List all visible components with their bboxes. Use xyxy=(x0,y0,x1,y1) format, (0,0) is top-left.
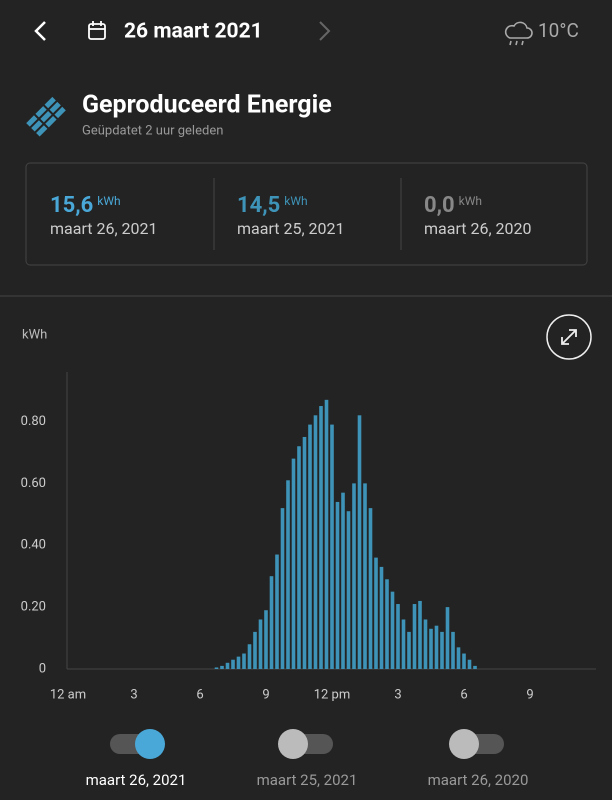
unit: kWh xyxy=(97,194,120,208)
bar xyxy=(473,665,477,669)
bar xyxy=(308,424,312,669)
bar xyxy=(324,399,329,669)
value: 15,6 xyxy=(50,193,93,218)
bar xyxy=(456,647,461,669)
bar xyxy=(363,483,367,669)
bar xyxy=(231,659,235,669)
x-tick-label: 12 pm xyxy=(314,687,351,702)
bar xyxy=(418,600,422,669)
y-tick-label: 0.60 xyxy=(21,476,46,491)
bar xyxy=(280,508,285,669)
y-tick-label: 0.40 xyxy=(21,538,46,553)
calendar-icon xyxy=(88,21,106,40)
summary-value: 0,0 kWh xyxy=(424,193,482,218)
back-button[interactable] xyxy=(34,21,46,41)
value: 0,0 xyxy=(424,193,455,218)
legend: maart 26, 2021 maart 25, 2021 maart 26, 20… xyxy=(86,729,529,789)
y-tick-label: 0.20 xyxy=(21,600,46,615)
value: 14,5 xyxy=(237,193,280,218)
bar xyxy=(412,604,417,669)
bar xyxy=(352,483,356,669)
summary-card xyxy=(25,162,588,266)
toggle[interactable] xyxy=(110,729,165,759)
bar xyxy=(434,625,439,669)
bar xyxy=(407,631,411,669)
bar xyxy=(368,508,373,669)
y-axis-label: kWh xyxy=(22,327,47,342)
summary-value: 15,6 kWh xyxy=(50,193,121,218)
bar xyxy=(341,492,345,669)
bar xyxy=(374,557,378,669)
bar xyxy=(379,566,384,669)
bar xyxy=(225,662,230,669)
legend-label: maart 26, 2020 xyxy=(428,771,529,789)
toggle[interactable] xyxy=(449,729,504,759)
x-tick-label: 9 xyxy=(526,687,533,702)
bar xyxy=(346,511,351,669)
bar xyxy=(258,619,263,669)
x-tick-label: 6 xyxy=(196,687,203,702)
solar-panel-icon xyxy=(26,96,66,137)
bar xyxy=(214,667,219,669)
summary: 15,6 kWh maart 26, 2021 14,5 kWh maart 25, 20… xyxy=(50,193,532,238)
bar xyxy=(390,591,395,669)
x-tick-label: 12 am xyxy=(50,687,86,702)
bar xyxy=(357,415,362,669)
expand-button[interactable] xyxy=(546,314,592,360)
bar xyxy=(462,653,466,669)
bar xyxy=(451,631,455,669)
toggle-knob xyxy=(449,729,479,759)
bar xyxy=(396,604,400,669)
unit: kWh xyxy=(459,194,482,208)
bar xyxy=(275,554,279,669)
bar xyxy=(236,656,241,669)
bar xyxy=(429,628,433,669)
y-tick-label: 0.80 xyxy=(21,414,46,429)
bar xyxy=(330,424,334,669)
x-tick-label: 3 xyxy=(130,687,137,702)
toggle[interactable] xyxy=(278,729,333,759)
date-label[interactable]: 26 maart 2021 xyxy=(124,20,263,44)
chart: 0 0.20 0.40 0.60 0.80 12 am 3 6 9 12 pm 3 6 9 xyxy=(21,372,596,702)
y-tick-label: 0 xyxy=(39,661,46,676)
bar xyxy=(220,665,224,669)
x-tick-label: 9 xyxy=(262,687,269,702)
bar xyxy=(319,406,323,669)
page-subtitle: Geüpdatet 2 uur geleden xyxy=(82,123,223,138)
bar xyxy=(423,619,428,669)
bar xyxy=(269,576,274,669)
weather-icon xyxy=(504,21,533,46)
bar xyxy=(247,644,252,669)
toggle-knob xyxy=(278,729,308,759)
temperature: 10°C xyxy=(538,19,579,42)
bar xyxy=(440,631,444,669)
legend-label: maart 26, 2021 xyxy=(86,771,187,789)
bar xyxy=(385,579,389,669)
bar xyxy=(291,458,296,669)
bar xyxy=(335,501,340,669)
unit: kWh xyxy=(284,194,307,208)
summary-date: maart 25, 2021 xyxy=(237,219,345,238)
toggle-knob xyxy=(135,729,165,759)
bar xyxy=(264,610,268,669)
bar xyxy=(313,415,318,669)
bar xyxy=(467,659,472,669)
x-tick-label: 6 xyxy=(460,687,467,702)
forward-button[interactable] xyxy=(319,21,331,41)
bar xyxy=(302,436,307,669)
page-title: Geproduceerd Energie xyxy=(82,91,332,120)
bar xyxy=(401,619,406,669)
bar xyxy=(445,607,450,669)
x-tick-label: 3 xyxy=(394,687,401,702)
summary-value: 14,5 kWh xyxy=(237,193,308,218)
bar xyxy=(297,446,301,669)
bar xyxy=(286,480,290,669)
bar xyxy=(253,631,257,669)
summary-date: maart 26, 2021 xyxy=(50,219,158,238)
legend-label: maart 25, 2021 xyxy=(257,771,358,789)
bar xyxy=(242,653,246,669)
summary-date: maart 26, 2020 xyxy=(424,219,532,238)
